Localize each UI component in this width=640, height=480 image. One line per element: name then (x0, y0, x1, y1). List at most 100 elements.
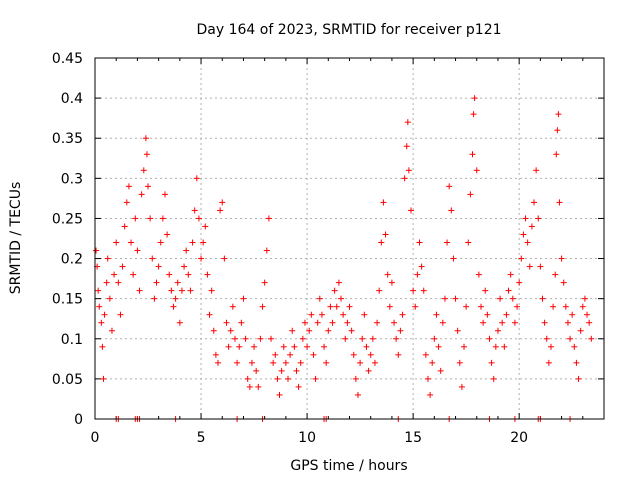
data-point (499, 319, 506, 326)
data-point (516, 279, 523, 286)
data-point (541, 319, 548, 326)
data-point (325, 327, 332, 334)
data-point (403, 143, 410, 150)
data-point (297, 359, 304, 366)
data-point (329, 319, 336, 326)
data-point (461, 343, 468, 350)
data-point (410, 287, 417, 294)
data-point (287, 351, 294, 358)
data-point (111, 271, 118, 278)
data-point (340, 311, 347, 318)
data-point (164, 231, 171, 238)
data-point (431, 335, 438, 342)
data-point (463, 303, 470, 310)
data-point (103, 279, 110, 286)
data-point (244, 375, 251, 382)
data-point (308, 311, 315, 318)
data-point (119, 263, 126, 270)
data-point (161, 191, 168, 198)
data-point (388, 279, 395, 286)
data-point (344, 319, 351, 326)
data-point (280, 343, 287, 350)
x-tick-label: 20 (510, 430, 528, 446)
data-point (204, 271, 211, 278)
data-point (93, 247, 100, 254)
data-point (327, 303, 334, 310)
data-point (200, 239, 207, 246)
y-tick-label: 0.1 (61, 332, 83, 348)
data-point (238, 319, 245, 326)
data-point (456, 359, 463, 366)
data-point (490, 375, 497, 382)
data-point (505, 287, 512, 294)
data-point (492, 343, 499, 350)
data-point (183, 247, 190, 254)
data-point (98, 319, 105, 326)
x-tick-label: 0 (91, 430, 100, 446)
data-point (106, 295, 113, 302)
data-point (172, 295, 179, 302)
data-point (191, 207, 198, 214)
data-point (95, 287, 102, 294)
data-point (268, 335, 275, 342)
data-point (369, 335, 376, 342)
data-point (301, 319, 308, 326)
data-point (524, 239, 531, 246)
data-point (282, 359, 289, 366)
data-point (429, 359, 436, 366)
data-point (404, 119, 411, 126)
data-point (458, 383, 465, 390)
data-point (581, 295, 588, 302)
data-point (346, 303, 353, 310)
data-point (278, 367, 285, 374)
data-point (140, 167, 147, 174)
data-point (289, 327, 296, 334)
data-point (473, 167, 480, 174)
y-tick-label: 0.3 (61, 171, 83, 187)
data-point (528, 223, 535, 230)
data-point (115, 279, 122, 286)
data-point (142, 135, 149, 142)
data-point (374, 319, 381, 326)
data-point (219, 199, 226, 206)
data-point (270, 359, 277, 366)
data-point (217, 207, 224, 214)
data-point (535, 215, 542, 222)
data-point (221, 255, 228, 262)
data-point (187, 287, 194, 294)
data-point (555, 111, 562, 118)
data-point (420, 287, 427, 294)
data-point (363, 343, 370, 350)
data-point (414, 271, 421, 278)
data-point (276, 391, 283, 398)
data-point (475, 271, 482, 278)
data-point (537, 263, 544, 270)
data-point (193, 175, 200, 182)
data-point (314, 319, 321, 326)
data-point (471, 95, 478, 102)
data-point (554, 127, 561, 134)
data-point (318, 311, 325, 318)
y-tick-label: 0.2 (61, 252, 83, 268)
data-point (437, 367, 444, 374)
data-point (284, 375, 291, 382)
data-point (577, 327, 584, 334)
data-point (113, 239, 120, 246)
data-point (450, 255, 457, 262)
data-point (393, 335, 400, 342)
y-tick-label: 0.45 (52, 51, 83, 67)
data-point (569, 311, 576, 318)
data-point (338, 295, 345, 302)
y-axis-label: SRMTID / TECUs (8, 182, 24, 295)
data-point (352, 375, 359, 382)
data-point (257, 335, 264, 342)
data-point (168, 287, 175, 294)
data-point (121, 223, 128, 230)
data-point (96, 303, 103, 310)
data-point (101, 311, 108, 318)
data-point (212, 351, 219, 358)
data-point (136, 287, 143, 294)
data-point (391, 319, 398, 326)
data-point (418, 263, 425, 270)
data-point (255, 383, 262, 390)
